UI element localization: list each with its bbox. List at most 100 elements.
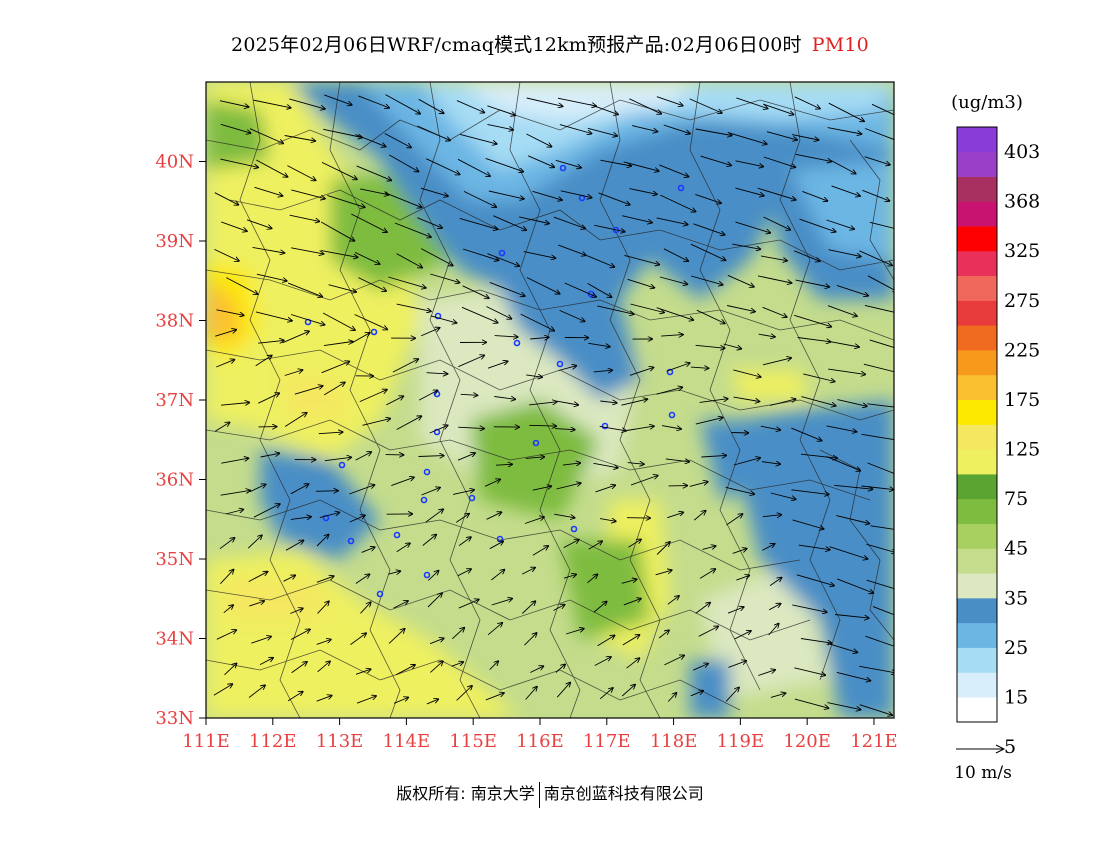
wind-vector [690, 367, 709, 368]
wind-vector [727, 305, 755, 312]
wind-vector [734, 631, 751, 640]
wind-vector [384, 133, 411, 148]
wind-vector [392, 359, 418, 373]
wind-vector [258, 393, 279, 404]
company-text: 南京创蓝科技有限公司 [543, 784, 704, 803]
wind-vector [559, 309, 585, 321]
wind-vector [864, 156, 890, 165]
wind-vector [729, 132, 766, 144]
wind-vector [762, 306, 787, 317]
wind-vector [214, 422, 229, 432]
wind-vector [460, 133, 497, 144]
wind-vector [799, 218, 836, 232]
wind-vector [255, 356, 272, 367]
wind-vector [420, 248, 453, 266]
wind-vector [763, 216, 791, 230]
wind-vector [800, 453, 837, 458]
wind-vector [530, 666, 543, 673]
wind-vector [621, 399, 647, 406]
wind-vector [388, 154, 418, 172]
wind-vector [667, 596, 679, 605]
wind-vector [866, 579, 894, 590]
wind-vector [216, 360, 234, 368]
wind-vector [861, 485, 894, 490]
wind-vector [656, 96, 683, 106]
wind-vector [289, 214, 320, 221]
wind-vector [290, 608, 303, 614]
wind-vector [736, 575, 749, 581]
wind-vector [801, 396, 835, 406]
wind-vector [699, 399, 728, 403]
wind-vector [316, 535, 329, 547]
wind-vector [251, 637, 271, 644]
lon-tick-label: 117E [583, 731, 631, 752]
pollutant-label: PM10 [811, 34, 869, 56]
wind-vector [523, 251, 556, 259]
wind-vector [864, 304, 894, 313]
wind-vector [867, 462, 894, 474]
wind-vector [693, 664, 708, 671]
colorbar-label: 35 [1004, 587, 1028, 609]
wind-vector [556, 683, 570, 698]
wind-vector [795, 279, 830, 287]
colorbar-segment [957, 275, 997, 301]
colorbar-segment [957, 399, 997, 425]
wind-vector [727, 607, 744, 614]
colorbar-segment [957, 250, 997, 277]
wind-vector [869, 339, 894, 348]
wind-vector [317, 661, 330, 673]
wind-vector [354, 251, 380, 264]
wind-vector [489, 541, 503, 550]
wind-vector [557, 97, 596, 106]
wind-vector [459, 217, 498, 229]
wind-vector [827, 702, 860, 710]
wind-vector [564, 282, 596, 297]
city-markers [304, 164, 685, 598]
wind-vector [792, 604, 827, 612]
wind-vector [323, 128, 362, 137]
wind-vector [351, 213, 387, 232]
wind-vector [731, 433, 748, 434]
wind-vector [361, 547, 375, 553]
wind-vector [393, 601, 408, 609]
wind-vector [794, 667, 825, 675]
wind-vector [555, 664, 565, 673]
wind-vector [733, 369, 760, 377]
lat-tick-label: 36N [155, 470, 194, 491]
wind-vector [663, 248, 688, 261]
wind-vector [837, 578, 873, 593]
colorbar-frame [956, 126, 998, 723]
wind-vector [430, 273, 459, 283]
wind-vector [658, 630, 669, 639]
wind-vector [418, 456, 444, 457]
wind-vector [429, 425, 448, 434]
lat-tick-label: 39N [155, 231, 194, 252]
lat-tick-label: 33N [155, 708, 194, 729]
wind-vector [770, 693, 786, 698]
wind-vector [429, 638, 444, 645]
colorbar-segment [957, 697, 997, 723]
wind-vector [420, 187, 448, 196]
wind-vector [321, 362, 350, 374]
wind-vector [621, 579, 637, 584]
wind-vector [800, 638, 832, 644]
wind-vector [701, 455, 726, 457]
wind-vector [732, 243, 760, 249]
wind-vector [318, 432, 343, 434]
colorbar-segment [957, 424, 997, 450]
wind-vector [526, 133, 552, 147]
wind-vector [725, 486, 755, 494]
wind-vector [323, 382, 345, 396]
wind-vector [321, 161, 357, 179]
lon-tick-label: 114E [383, 731, 431, 752]
wind-vector [656, 542, 670, 555]
wind-vector [622, 635, 640, 646]
wind-vector [355, 669, 371, 675]
lon-tick-label: 118E [650, 731, 698, 752]
wind-vector [253, 504, 280, 518]
wind-vector [588, 342, 609, 346]
wind-vector [826, 219, 855, 229]
wind-vector [831, 185, 861, 196]
wind-vector [770, 492, 796, 499]
